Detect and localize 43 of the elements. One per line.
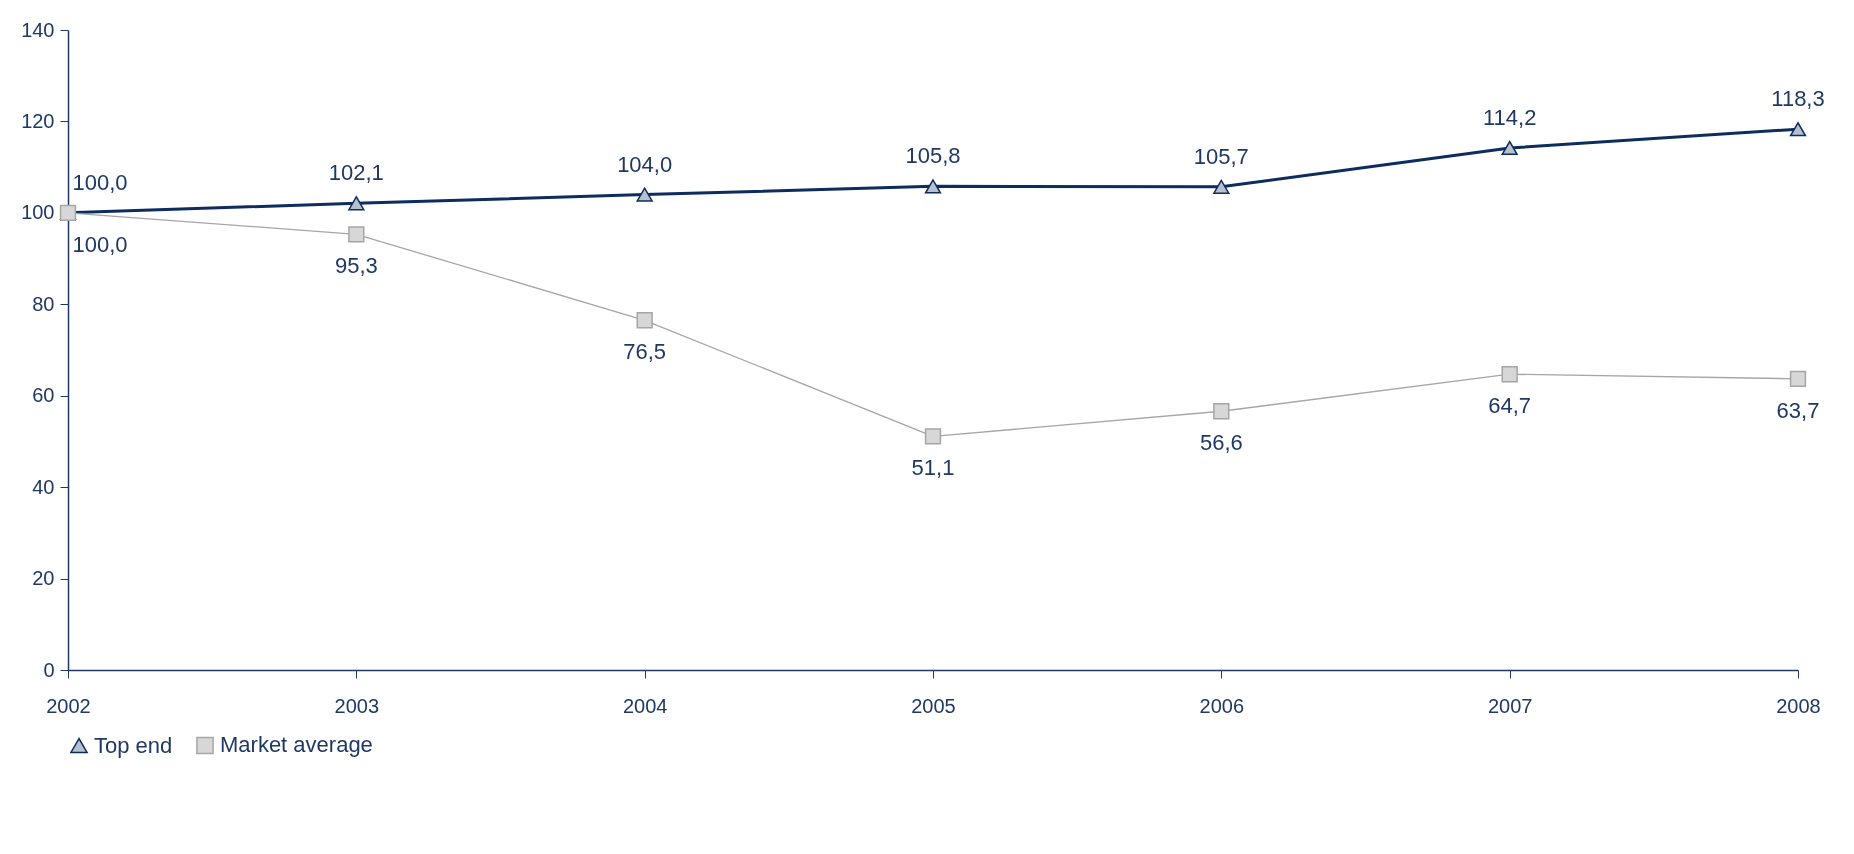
legend-label: Market average bbox=[220, 732, 373, 758]
data-label: 64,7 bbox=[1488, 393, 1532, 419]
x-tick-label: 2007 bbox=[1487, 694, 1533, 717]
data-label: 105,7 bbox=[1193, 143, 1249, 169]
data-label: 76,5 bbox=[623, 339, 667, 365]
data-label: 102,1 bbox=[328, 160, 384, 186]
point bbox=[1213, 179, 1230, 194]
data-label: 95,3 bbox=[334, 253, 378, 279]
data-label: 63,7 bbox=[1776, 397, 1820, 423]
y-tick-label: 80 bbox=[32, 292, 55, 315]
x-tick-label: 2008 bbox=[1776, 694, 1821, 717]
x-tick-label: 2002 bbox=[46, 694, 91, 717]
y-tick-label: 120 bbox=[21, 109, 55, 132]
data-label: 56,6 bbox=[1199, 430, 1243, 456]
data-label: 51,1 bbox=[911, 455, 955, 481]
data-label: 118,3 bbox=[1771, 86, 1825, 112]
data-label: 100,0 bbox=[72, 169, 128, 195]
data-label: 114,2 bbox=[1482, 104, 1537, 130]
data-label: 104,0 bbox=[617, 151, 673, 177]
point bbox=[1501, 366, 1518, 383]
x-tick-label: 2006 bbox=[1199, 694, 1245, 717]
y-tick-label: 40 bbox=[32, 475, 55, 498]
x-tick-label: 2004 bbox=[622, 694, 668, 717]
point bbox=[924, 179, 942, 194]
data-label: 105,8 bbox=[905, 143, 961, 169]
point bbox=[636, 312, 653, 329]
y-tick-label: 20 bbox=[32, 567, 55, 590]
y-tick-label: 140 bbox=[21, 18, 55, 41]
x-tick-label: 2005 bbox=[911, 694, 956, 717]
point bbox=[1213, 403, 1230, 420]
y-tick-label: 60 bbox=[32, 384, 55, 407]
x-tick-label: 2003 bbox=[334, 694, 380, 717]
point bbox=[1501, 140, 1518, 156]
point bbox=[348, 196, 365, 211]
point bbox=[348, 226, 365, 243]
legend-label: Top end bbox=[94, 732, 173, 758]
point bbox=[1789, 122, 1807, 137]
y-tick-label: 0 bbox=[43, 658, 55, 681]
data-label: 100,0 bbox=[72, 231, 128, 257]
y-tick-label: 100 bbox=[21, 201, 55, 224]
point bbox=[1789, 370, 1807, 387]
point bbox=[924, 428, 942, 445]
point bbox=[636, 187, 653, 202]
